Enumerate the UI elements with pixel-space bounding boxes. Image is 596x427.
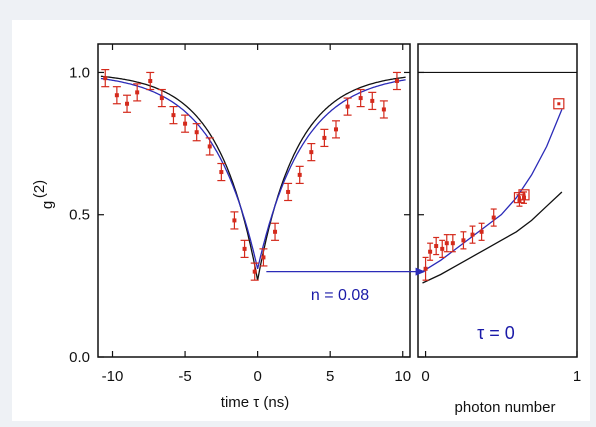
data-point [333, 127, 338, 132]
y-tick-label: 1.0 [69, 64, 90, 81]
data-point [345, 104, 350, 109]
x-tick-label-left: 5 [326, 368, 334, 385]
square-marker-center [557, 102, 561, 106]
x-axis-title-left: time τ (ns) [221, 394, 289, 411]
data-point [423, 266, 428, 271]
data-point [381, 107, 386, 112]
data-point [358, 96, 363, 101]
data-point [114, 93, 119, 98]
data-point [517, 198, 522, 203]
data-point [444, 241, 449, 246]
data-point [461, 238, 466, 243]
data-point [450, 241, 455, 246]
data-point [440, 246, 445, 251]
annotation-tau-zero: τ = 0 [477, 323, 515, 343]
y-axis-title-main: g [39, 201, 56, 209]
x-tick-label-right: 1 [573, 368, 581, 385]
data-point [232, 218, 237, 223]
right-plot-frame [417, 43, 578, 358]
left-plot-frame [97, 43, 411, 358]
data-point [261, 255, 266, 260]
y-axis-title-superscript: (2) [31, 180, 48, 198]
model-curve-left [100, 75, 406, 281]
x-tick-label-left: 0 [253, 368, 261, 385]
annotation-n-value: n = 0.08 [311, 287, 369, 304]
data-point [491, 215, 496, 220]
data-point [252, 269, 257, 274]
data-point [322, 135, 327, 140]
data-point [370, 98, 375, 103]
x-tick-label-left: -10 [102, 368, 124, 385]
data-point [148, 78, 153, 83]
x-axis-title-right: photon number [455, 399, 556, 416]
square-marker-center [522, 193, 526, 197]
data-point [219, 170, 224, 175]
x-tick-label-left: -5 [178, 368, 191, 385]
arrow-head [415, 267, 426, 276]
data-point [273, 229, 278, 234]
data-point [286, 189, 291, 194]
data-point [242, 246, 247, 251]
square-marker [553, 98, 565, 110]
data-point [103, 76, 108, 81]
fit-curve-left [100, 77, 406, 269]
data-point [394, 78, 399, 83]
data-point [135, 90, 140, 95]
y-axis-title: g (2) [31, 180, 56, 209]
data-point [428, 249, 433, 254]
data-point [309, 150, 314, 155]
data-point [470, 232, 475, 237]
x-tick-label-right: 0 [421, 368, 429, 385]
data-point [434, 244, 439, 249]
data-point [479, 229, 484, 234]
data-point [207, 144, 212, 149]
data-point [171, 113, 176, 118]
data-point [183, 121, 188, 126]
data-point [297, 172, 302, 177]
y-tick-label: 0.0 [69, 349, 90, 366]
y-tick-label: 0.5 [69, 207, 90, 224]
x-tick-label-left: 10 [394, 368, 411, 385]
data-point [194, 130, 199, 135]
model-curve-right [422, 191, 563, 284]
data-point [125, 101, 130, 106]
data-point [159, 96, 164, 101]
square-marker [518, 189, 530, 201]
